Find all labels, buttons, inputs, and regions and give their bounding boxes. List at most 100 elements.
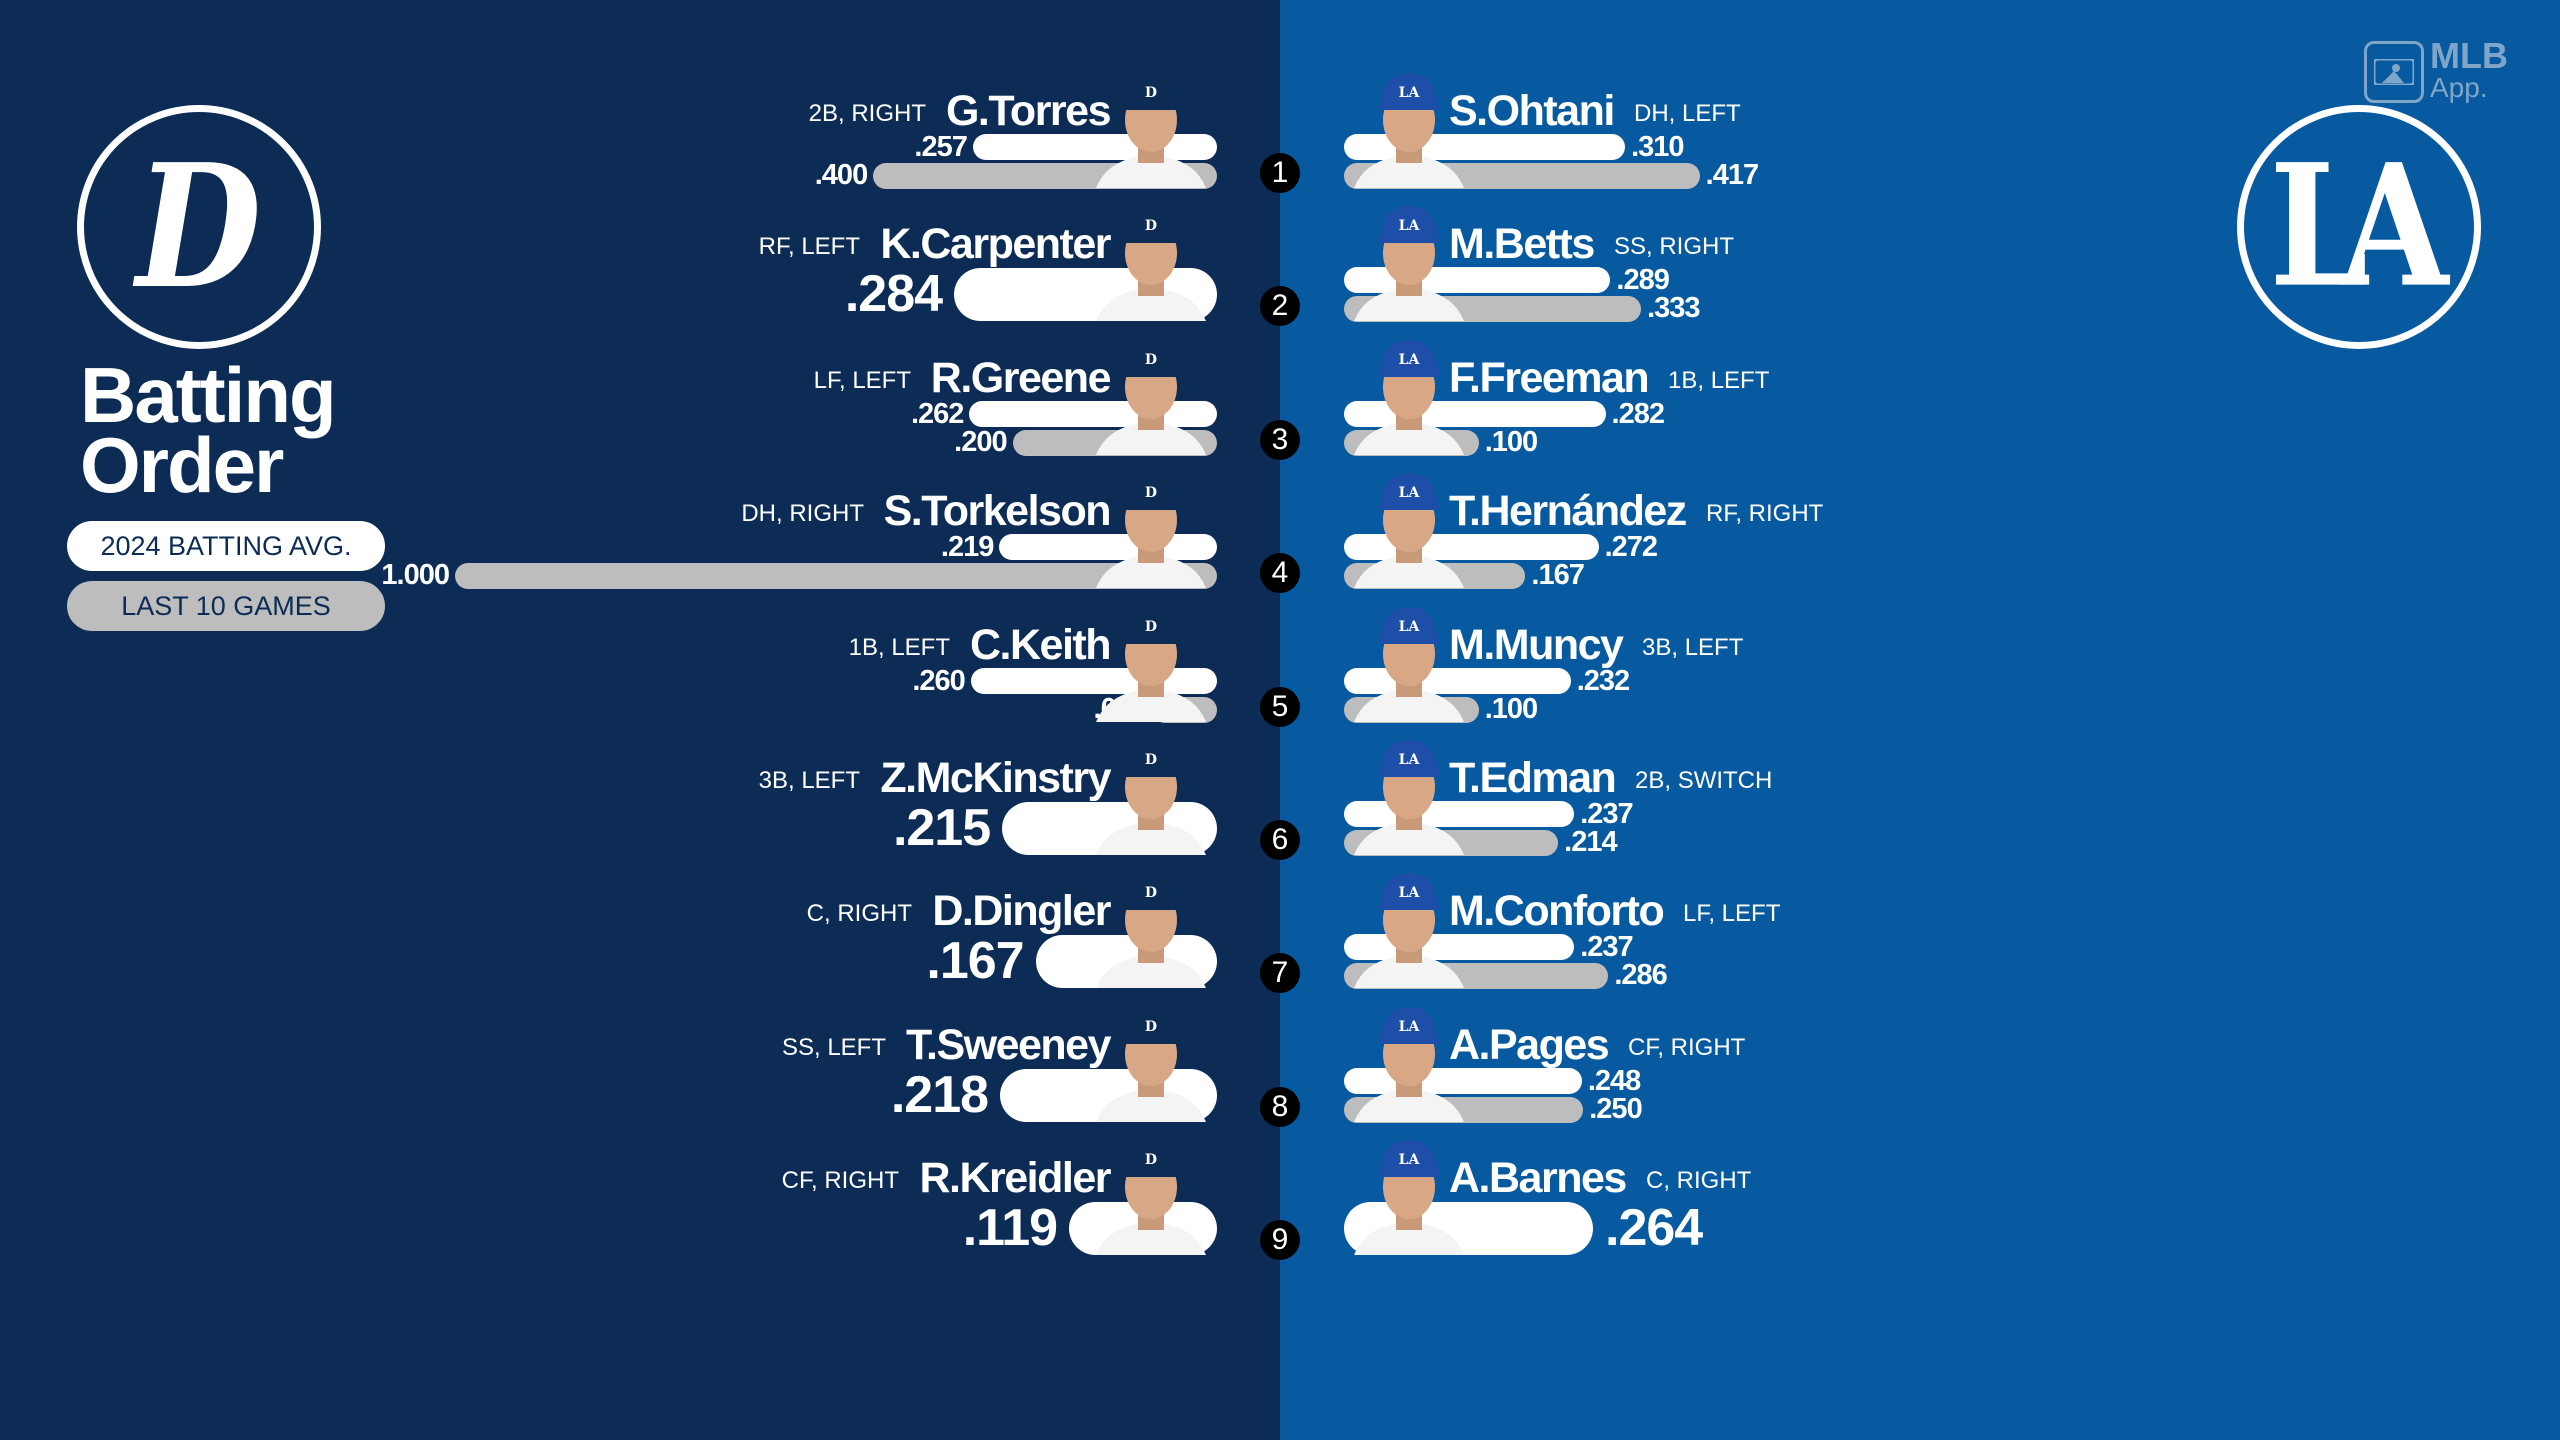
svg-text:D: D <box>1145 218 1157 234</box>
tigers-player-name: C.Keith <box>970 620 1112 669</box>
avg-value: .262 <box>910 397 964 430</box>
dodgers-logo-letters: LA <box>2269 128 2448 326</box>
avg-value: .248 <box>1587 1064 1641 1097</box>
avg-value: .237 <box>1580 931 1633 964</box>
batting-order-row: .262.200 D R.Greene LF, LEFT .282 .100 LA F… <box>0 332 2560 466</box>
last10-value: .333 <box>1647 292 1700 325</box>
svg-text:D: D <box>1145 1152 1157 1168</box>
avg-value: .232 <box>1576 664 1630 697</box>
tigers-logo-letter: D <box>136 127 262 327</box>
avg-bar <box>1344 400 1606 427</box>
dodgers-player-photo: LA <box>1344 999 1474 1122</box>
batting-order-row: .119 D R.Kreidler CF, RIGHT .264 LA A.Barn… <box>0 1132 2560 1266</box>
svg-text:LA: LA <box>1399 1152 1421 1168</box>
tigers-player-position: 1B, LEFT <box>848 633 950 661</box>
last10-value: .100 <box>1484 692 1538 725</box>
svg-text:D: D <box>1145 1019 1157 1035</box>
batting-order-row: .215 D Z.McKinstry 3B, LEFT .237.214 LA T.… <box>0 732 2560 866</box>
svg-text:LA: LA <box>1399 619 1421 635</box>
last10-bar <box>455 563 1217 590</box>
avg-bar <box>969 400 1217 427</box>
svg-text:LA: LA <box>1399 1019 1421 1035</box>
tigers-player-photo: D <box>1086 865 1216 989</box>
order-number: 5 <box>1260 686 1300 727</box>
avg-value: .237 <box>1580 798 1633 830</box>
dodgers-player-photo: LA <box>1344 1132 1474 1256</box>
tigers-player-name: S.Torkelson <box>883 487 1112 536</box>
last10-value: .250 <box>1589 1092 1642 1125</box>
avg-bar <box>999 534 1217 561</box>
tigers-player-photo: D <box>1086 732 1216 855</box>
batting-order-row: .284 D K.Carpenter RF, LEFT .289.333 LA M.… <box>0 198 2560 332</box>
avg-value: .218 <box>890 1065 989 1124</box>
tigers-player-photo: D <box>1086 465 1216 589</box>
page-title: Batting Order <box>80 351 337 509</box>
tigers-player-position: DH, RIGHT <box>741 500 864 528</box>
tigers-player-name: R.Kreidler <box>919 1154 1111 1203</box>
dodgers-player-position: DH, LEFT <box>1634 100 1741 127</box>
svg-text:D: D <box>1145 85 1157 101</box>
dodgers-player-name: A.Barnes <box>1449 1154 1627 1203</box>
dodgers-player-position: 3B, LEFT <box>1642 633 1744 661</box>
batting-order-row: .167 D D.Dingler C, RIGHT .237.286 LA M.Co… <box>0 865 2560 999</box>
tigers-player-name: T.Sweeney <box>906 1020 1112 1069</box>
svg-text:LA: LA <box>1399 485 1421 501</box>
avg-value: .215 <box>892 799 991 857</box>
avg-value: .310 <box>1631 131 1684 163</box>
avg-value: .257 <box>914 131 967 163</box>
tigers-player-position: C, RIGHT <box>806 900 912 928</box>
svg-text:D: D <box>1145 619 1157 635</box>
svg-text:LA: LA <box>1399 752 1421 768</box>
title-line-2: Order <box>80 421 284 509</box>
tigers-logo: D <box>77 105 321 349</box>
dodgers-player-name: T.Hernández <box>1449 487 1687 536</box>
dodgers-player-photo: LA <box>1344 65 1474 188</box>
mlb-app-watermark: MLB App. <box>2364 38 2508 104</box>
last10-value: .167 <box>1531 559 1584 592</box>
order-number: 7 <box>1260 953 1300 994</box>
tigers-player-position: SS, LEFT <box>781 1033 886 1061</box>
mlb-text: MLB <box>2430 35 2508 76</box>
tigers-player-name: K.Carpenter <box>880 220 1111 269</box>
legend-last-10-games: LAST 10 GAMES <box>67 581 385 631</box>
last10-value: .214 <box>1564 826 1617 858</box>
dodgers-player-position: 1B, LEFT <box>1668 366 1770 394</box>
tigers-player-name: D.Dingler <box>932 887 1111 936</box>
avg-value: .219 <box>940 531 994 564</box>
tigers-player-name: G.Torres <box>945 87 1112 135</box>
avg-bar <box>1344 534 1599 561</box>
tigers-player-name: Z.McKinstry <box>880 754 1111 802</box>
dodgers-player-photo: LA <box>1344 465 1474 589</box>
dodgers-player-photo: LA <box>1344 198 1474 322</box>
avg-bar <box>1344 801 1575 827</box>
dodgers-player-name: T.Edman <box>1449 754 1617 802</box>
batting-order-row: .257.400 D G.Torres 2B, RIGHT .310.417 LA … <box>0 65 2560 199</box>
last10-value: .100 <box>1484 425 1538 458</box>
avg-value: .272 <box>1604 531 1658 564</box>
avg-bar <box>970 667 1217 694</box>
legend-batting-avg: 2024 BATTING AVG. <box>67 521 385 571</box>
svg-text:LA: LA <box>1399 85 1421 101</box>
svg-text:D: D <box>1145 885 1157 901</box>
order-number: 8 <box>1260 1086 1300 1127</box>
title-line-1: Batting <box>80 351 337 439</box>
tigers-player-photo: D <box>1086 198 1216 322</box>
dodgers-player-position: RF, RIGHT <box>1706 500 1824 528</box>
order-number: 4 <box>1260 553 1300 594</box>
dodgers-player-position: C, RIGHT <box>1646 1167 1752 1195</box>
avg-bar <box>1344 667 1571 694</box>
dodgers-player-photo: LA <box>1344 332 1474 455</box>
svg-text:LA: LA <box>1399 352 1421 368</box>
order-number: 6 <box>1260 820 1300 860</box>
avg-value: .284 <box>844 265 943 324</box>
tigers-player-position: CF, RIGHT <box>781 1167 899 1195</box>
svg-text:D: D <box>1145 352 1157 368</box>
svg-text:LA: LA <box>1399 218 1421 234</box>
dodgers-player-position: LF, LEFT <box>1683 900 1781 928</box>
app-text: App. <box>2430 72 2488 103</box>
last10-value: .286 <box>1614 959 1667 992</box>
svg-text:LA: LA <box>1399 885 1421 901</box>
last10-value: 1.000 <box>381 559 450 592</box>
svg-text:D: D <box>1145 485 1157 501</box>
